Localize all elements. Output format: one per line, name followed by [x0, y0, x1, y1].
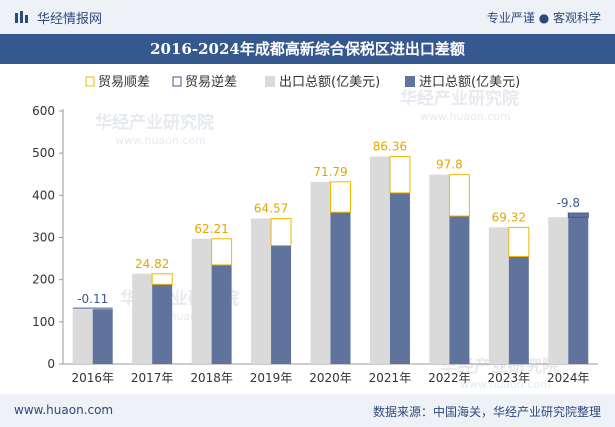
x-tick-label: 2021年 [369, 371, 412, 385]
x-tick-label: 2016年 [71, 371, 114, 385]
surplus-box [448, 174, 470, 217]
import-bar [508, 256, 529, 364]
x-tick-label: 2018年 [190, 371, 233, 385]
legend-swatch-deficit [172, 76, 182, 87]
surplus-box [211, 238, 233, 266]
chart-title: 2016-2024年成都高新综合保税区进出口差额 [150, 40, 465, 58]
balance-data-label: 62.21 [194, 222, 228, 236]
website-link[interactable]: www.huaon.com [14, 403, 114, 417]
export-bar [548, 217, 569, 364]
import-bar [211, 264, 232, 364]
surplus-box [330, 181, 351, 213]
legend-label-deficit: 贸易逆差 [185, 74, 237, 90]
import-bar [271, 245, 292, 364]
deficit-box [567, 212, 589, 218]
import-bar [152, 284, 173, 364]
export-bar [251, 218, 272, 364]
brand-logo-icon [15, 11, 28, 23]
watermark-text: 华经产业研究院 [440, 356, 559, 377]
y-tick-label: 100 [32, 315, 55, 329]
y-tick-label: 300 [32, 231, 55, 245]
balance-data-label: -9.8 [557, 196, 580, 210]
title-bar: 2016-2024年成都高新综合保税区进出口差额 [0, 34, 615, 64]
surplus-box [389, 156, 411, 194]
legend-label-import: 进口总额(亿美元) [419, 75, 520, 90]
x-tick-label: 2017年 [131, 371, 174, 385]
balance-data-label: 64.57 [254, 202, 288, 216]
y-tick-label: 200 [32, 273, 55, 287]
export-bar [429, 174, 450, 364]
balance-data-label: 69.32 [492, 210, 526, 224]
balance-data-label: 86.36 [373, 140, 407, 154]
legend-swatch-surplus [85, 76, 95, 87]
import-bar [568, 213, 589, 364]
balance-data-label: -0.11 [77, 292, 108, 306]
balance-data-label: 71.79 [313, 165, 347, 179]
watermark-text: 华经产业研究院 [95, 112, 214, 133]
import-bar [389, 192, 410, 364]
y-tick-label: 500 [32, 146, 55, 160]
export-bar [191, 238, 212, 364]
balance-data-label: 97.8 [436, 158, 463, 172]
tagline: 专业严谨 ● 客观科学 [486, 11, 601, 25]
surplus-box [151, 273, 173, 285]
export-bar [72, 309, 93, 364]
data-source: 数据来源：中国海关，华经产业研究院整理 [372, 405, 601, 419]
surplus-box [270, 218, 292, 247]
x-tick-label: 2022年 [428, 371, 471, 385]
watermark-url: www.huaon.com [420, 110, 511, 123]
import-bar [449, 215, 470, 364]
legend-label-surplus: 贸易顺差 [98, 75, 150, 90]
export-bar [132, 273, 153, 364]
import-bar [92, 309, 113, 364]
header-bar: 华经情报网 专业严谨 ● 客观科学 [0, 0, 615, 34]
surplus-box [508, 226, 530, 257]
brand-name: 华经情报网 [37, 12, 103, 27]
balance-data-label: 24.82 [135, 257, 169, 271]
x-tick-label: 2023年 [488, 371, 531, 385]
footer-bar: www.huaon.com 数据来源：中国海关，华经产业研究院整理 [0, 394, 615, 427]
y-tick-label: 400 [32, 188, 55, 202]
watermark-text: 华经产业研究院 [400, 88, 519, 109]
legend-label-export: 出口总额(亿美元) [279, 75, 380, 90]
import-bar [330, 212, 351, 364]
x-tick-label: 2024年 [547, 371, 590, 385]
watermark-url: www.huaon.com [460, 378, 551, 391]
y-tick-label: 0 [47, 357, 55, 371]
brand: 华经情报网 [14, 8, 102, 27]
export-bar [310, 181, 331, 364]
watermark-url: www.huaon.com [115, 134, 206, 147]
y-tick-label: 600 [32, 104, 55, 118]
export-bar [488, 227, 509, 364]
legend-swatch-export [265, 76, 275, 87]
x-tick-label: 2020年 [309, 371, 352, 385]
x-tick-label: 2019年 [250, 371, 293, 385]
legend-swatch-import [405, 76, 415, 87]
export-bar [369, 156, 390, 364]
